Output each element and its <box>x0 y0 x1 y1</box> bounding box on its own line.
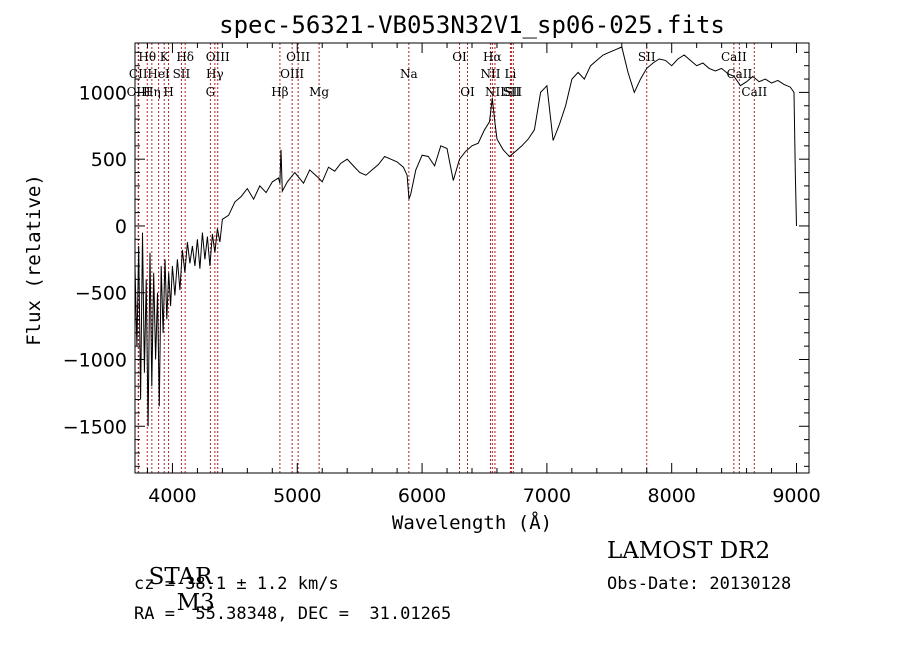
line-marker-label: OIII <box>286 50 310 64</box>
x-tick-label: 8000 <box>648 485 696 507</box>
y-axis-label: Flux (relative) <box>23 174 45 346</box>
x-tick-label: 4000 <box>148 485 196 507</box>
line-marker-label: Hη <box>143 85 161 99</box>
y-tick-label: 0 <box>115 216 127 238</box>
line-marker-label: OIII <box>280 67 304 81</box>
line-marker-label: Hγ <box>206 67 224 81</box>
plot-frame <box>134 42 810 474</box>
object-class-type: STAR <box>148 564 213 590</box>
line-marker-label: SII <box>638 50 656 64</box>
spectrum-line <box>134 46 797 427</box>
line-marker-label: Hβ <box>271 85 288 99</box>
line-marker-label: Hα <box>483 50 502 64</box>
line-marker-label: NII <box>480 67 500 81</box>
redshift-cz: cz = 38.1 ± 1.2 km/s <box>134 574 339 594</box>
y-axis: −1500 −1000 −500 0 500 1000 <box>63 51 809 467</box>
survey-name: LAMOST DR2 <box>607 538 771 564</box>
x-tick-label: 7000 <box>523 485 571 507</box>
object-subclass: M3 <box>176 590 215 616</box>
line-marker-label: K <box>160 50 170 64</box>
y-tick-label: −1000 <box>63 349 127 371</box>
line-marker-label: CaII <box>741 85 767 99</box>
line-marker-label: G <box>206 85 216 99</box>
y-tick-label: 500 <box>91 149 127 171</box>
line-marker-label: CaII <box>721 50 747 64</box>
line-marker-label: CaII <box>726 67 752 81</box>
line-marker-label: OI <box>452 50 467 64</box>
x-axis: 4000 5000 6000 7000 8000 9000 <box>146 43 821 507</box>
x-tick-label: 6000 <box>398 485 446 507</box>
line-marker-label: OIII <box>206 50 230 64</box>
coordinates-ra-dec: RA = 55.38348, DEC = 31.01265 <box>134 604 452 624</box>
y-tick-label: −1500 <box>63 416 127 438</box>
y-tick-label: 1000 <box>79 82 127 104</box>
line-marker-label: Li <box>505 67 517 81</box>
line-marker-label: Hθ <box>138 50 156 64</box>
object-class: STAR M3 <box>134 538 215 616</box>
y-tick-label: −500 <box>75 283 127 305</box>
line-marker-label: HeI <box>147 67 170 81</box>
line-marker-label: SII <box>504 85 522 99</box>
line-marker-label: SII <box>173 67 191 81</box>
line-marker-label: Na <box>400 67 418 81</box>
observation-date: Obs-Date: 20130128 <box>607 574 792 594</box>
line-marker-label: OI <box>460 85 475 99</box>
line-marker-label: CII <box>129 67 148 81</box>
line-marker-label: Mg <box>309 85 329 99</box>
x-tick-label: 9000 <box>772 485 820 507</box>
x-tick-label: 5000 <box>273 485 321 507</box>
line-marker-label: SII <box>503 85 521 99</box>
emission-line-markers <box>137 43 755 473</box>
line-marker-label: H <box>163 85 173 99</box>
chart-title: spec-56321-VB053N32V1_sp06-025.fits <box>219 11 725 39</box>
x-axis-label: Wavelength (Å) <box>392 511 552 534</box>
line-marker-label: Hδ <box>176 50 194 64</box>
line-marker-label: NII <box>485 85 505 99</box>
